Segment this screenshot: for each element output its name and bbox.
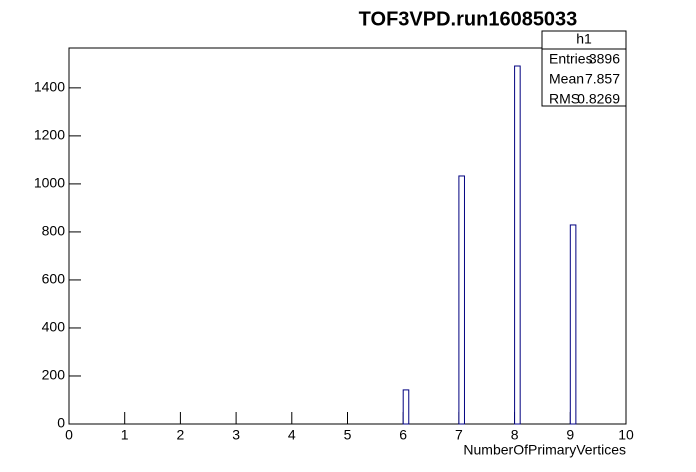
stats-title: h1 (576, 31, 592, 47)
y-tick-label: 1200 (34, 127, 65, 143)
y-tick-label: 0 (57, 415, 65, 431)
x-tick-label: 9 (566, 427, 574, 443)
x-tick-label: 2 (177, 427, 185, 443)
x-tick-label: 1 (121, 427, 129, 443)
stats-value: 7.857 (585, 71, 620, 87)
bar (514, 65, 521, 425)
x-axis-label: NumberOfPrimaryVertices (463, 442, 626, 458)
x-tick-label: 7 (455, 427, 463, 443)
chart-title: TOF3VPD.run16085033 (359, 8, 578, 30)
stats-label: Mean (549, 71, 584, 87)
stats-label: RMS (549, 91, 580, 107)
bar (458, 175, 465, 425)
y-tick-label: 800 (42, 223, 66, 239)
y-tick-label: 400 (42, 319, 66, 335)
bar (569, 224, 577, 425)
stats-value: 3896 (589, 51, 620, 67)
stats-value: 0.8269 (577, 91, 620, 107)
stats-box (541, 30, 627, 107)
y-tick-label: 1000 (34, 175, 65, 191)
y-tick-label: 600 (42, 271, 66, 287)
x-tick-label: 6 (399, 427, 407, 443)
x-tick-label: 8 (511, 427, 519, 443)
x-tick-label: 5 (344, 427, 352, 443)
x-tick-label: 0 (65, 427, 73, 443)
y-tick-label: 1400 (34, 79, 65, 95)
stats-label: Entries (549, 51, 593, 67)
bar (402, 389, 410, 425)
x-tick-label: 4 (288, 427, 296, 443)
x-tick-label: 10 (618, 427, 634, 443)
y-tick-label: 200 (42, 367, 66, 383)
x-tick-label: 3 (232, 427, 240, 443)
